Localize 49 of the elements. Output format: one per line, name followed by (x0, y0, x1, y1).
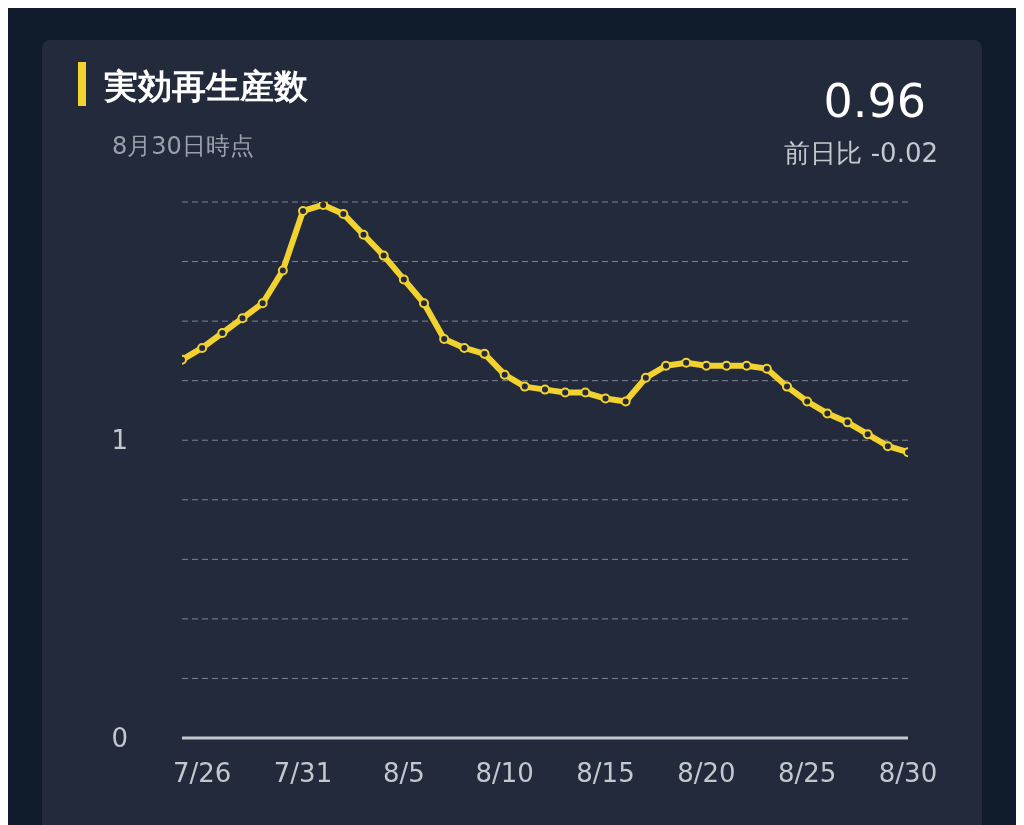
point (217, 328, 228, 339)
point (640, 372, 651, 383)
point (782, 381, 792, 392)
point (741, 360, 752, 371)
y-tick-label: 1 (111, 425, 128, 456)
chart-title: 実効再生産数 (104, 65, 308, 108)
text: 前日比 -0.02 (784, 137, 938, 170)
point (882, 441, 893, 452)
point (620, 396, 631, 407)
point (862, 429, 873, 440)
point (197, 342, 208, 353)
point (802, 396, 813, 407)
point (761, 363, 772, 374)
x-tick-label: 8/25 (777, 758, 837, 789)
x-tick-label: 8/20 (677, 758, 736, 789)
point (378, 250, 389, 261)
chart-subtitle: 8月30日時点 (112, 131, 254, 162)
point (439, 333, 450, 344)
point (560, 387, 571, 398)
text: 0.96 (823, 74, 926, 128)
point (318, 202, 329, 210)
y-tick-label: 0 (111, 723, 128, 754)
point (358, 229, 369, 240)
point (540, 384, 550, 395)
x-tick-label: 7/31 (273, 758, 333, 789)
point (701, 360, 712, 371)
point (822, 408, 833, 419)
point (842, 417, 853, 428)
point (519, 381, 530, 392)
x-tick-label: 8/10 (475, 758, 534, 789)
point (277, 265, 288, 276)
point (681, 357, 692, 368)
point (237, 313, 248, 324)
point (499, 369, 510, 380)
point (459, 342, 470, 353)
x-tick-label: 8/5 (382, 758, 425, 789)
point (298, 205, 308, 216)
point (338, 208, 349, 219)
point (600, 393, 611, 404)
x-tick-label: 7/26 (172, 758, 232, 789)
point (257, 298, 268, 309)
point (580, 387, 591, 398)
point (419, 298, 429, 309)
point (398, 274, 409, 285)
point (721, 360, 732, 371)
point (479, 348, 490, 359)
x-tick-label: 8/30 (878, 758, 938, 789)
point (661, 360, 671, 371)
x-tick-label: 8/15 (576, 758, 635, 789)
